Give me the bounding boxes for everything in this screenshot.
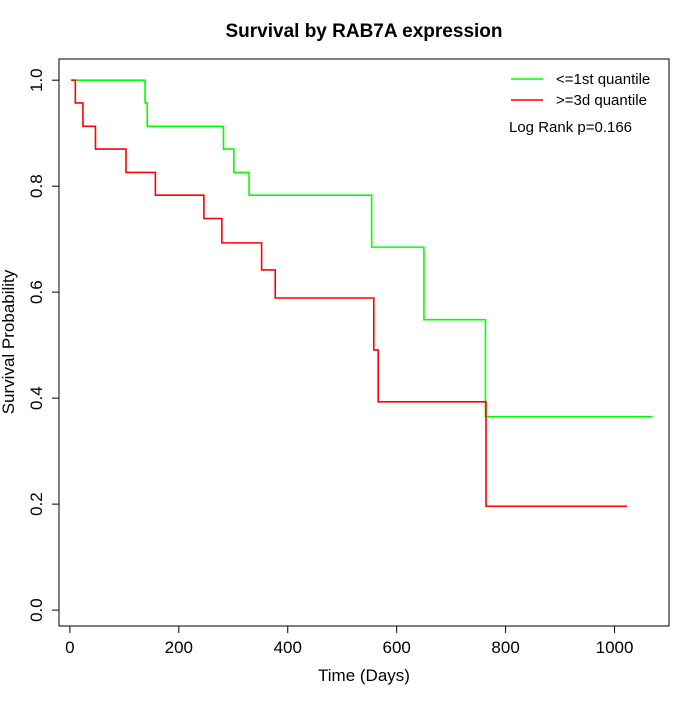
- legend-label-1: >=3d quantile: [556, 92, 647, 109]
- x-tick-label: 600: [382, 638, 410, 657]
- y-tick-label: 0.8: [27, 174, 46, 198]
- chart-title: Survival by RAB7A expression: [225, 21, 502, 42]
- y-axis-label: Survival Probability: [0, 269, 18, 414]
- x-axis: 0 200 400 600 800 1000: [65, 625, 634, 657]
- legend-label-0: <=1st quantile: [556, 71, 650, 88]
- legend: <=1st quantile >=3d quantile: [511, 71, 650, 109]
- y-axis: 0.0 0.2 0.4 0.6 0.8 1.0: [27, 68, 60, 622]
- plot-frame: [58, 58, 670, 627]
- x-axis-label: Time (Days): [318, 666, 410, 685]
- x-tick-label: 200: [165, 638, 193, 657]
- y-tick-label: 0.2: [27, 492, 46, 516]
- x-tick-label: 800: [491, 638, 519, 657]
- log-rank-annotation: Log Rank p=0.166: [509, 119, 632, 136]
- series-line-1: [70, 79, 628, 508]
- x-tick-label: 400: [274, 638, 302, 657]
- y-tick-label: 0.6: [27, 280, 46, 304]
- x-tick-label: 1000: [596, 638, 634, 657]
- series-layer: [70, 79, 653, 508]
- y-tick-label: 0.4: [27, 386, 46, 410]
- y-tick-label: 0.0: [27, 598, 46, 622]
- x-tick-label: 0: [65, 638, 74, 657]
- y-tick-label: 1.0: [27, 68, 46, 92]
- series-line-0: [72, 79, 653, 418]
